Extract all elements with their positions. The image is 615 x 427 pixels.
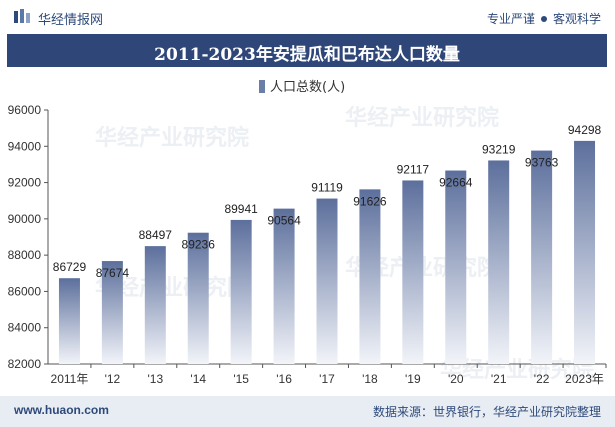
footer: www.huaon.com 数据来源：世界银行，华经产业研究院整理 [0,396,615,427]
data-label: 94298 [568,123,602,137]
y-tick-label: 90000 [8,212,42,226]
x-tick-label: '12 [105,372,121,386]
x-tick-label: '15 [233,372,249,386]
bar [445,170,467,364]
y-tick-label: 92000 [8,176,42,190]
x-tick-label: '21 [491,372,507,386]
bar [187,232,209,364]
y-tick-label: 88000 [8,248,42,262]
y-tick-label: 86000 [8,284,42,298]
y-tick-label: 82000 [8,357,42,371]
data-label: 93763 [525,156,559,170]
x-tick-label: '14 [190,372,206,386]
data-label: 93219 [482,142,516,156]
bar [230,219,252,364]
legend-swatch [259,80,265,93]
data-label: 87674 [96,266,130,280]
data-label: 92117 [397,162,430,176]
x-tick-label: '22 [534,372,550,386]
top-bar: 华经情报网 专业严谨 客观科学 [0,0,615,34]
slogan: 专业严谨 客观科学 [487,10,601,27]
bar [273,208,295,364]
data-label: 91626 [353,194,387,208]
brand-logo-icon [14,9,30,23]
x-tick-label: '13 [147,372,163,386]
brand-name: 华经情报网 [38,13,104,28]
slogan-dot-icon [540,15,547,22]
data-label: 89941 [224,202,258,216]
slogan-right: 客观科学 [552,12,601,26]
slogan-left: 专业严谨 [486,12,535,26]
bar [574,140,596,364]
data-label: 90564 [267,214,301,228]
footer-website[interactable]: www.huaon.com [14,403,109,417]
bar [144,246,166,364]
chart-legend: 人口总数(人) [259,76,345,95]
legend-label: 人口总数(人) [270,80,346,95]
bar [316,198,338,364]
x-tick-label: 2011年 [51,372,89,386]
bar [402,180,424,364]
y-tick-label: 96000 [8,103,42,117]
data-label: 88497 [139,228,173,242]
chart-title-bar: 2011-2023年安提瓜和巴布达人口数量 [7,34,607,67]
x-tick-label: '20 [448,372,464,386]
x-tick-label: '19 [405,372,421,386]
x-tick-label: 2023年 [565,372,604,386]
chart-title: 2011-2023年安提瓜和巴布达人口数量 [154,45,460,65]
data-label: 91119 [311,181,343,195]
y-tick-label: 94000 [8,139,42,153]
bar [101,261,123,364]
footer-source: 数据来源：世界银行，华经产业研究院整理 [372,405,601,419]
data-label: 86729 [53,260,87,274]
bar [359,189,381,364]
data-label: 92664 [439,176,473,190]
data-label: 89236 [182,238,216,252]
x-tick-label: '16 [276,372,292,386]
x-tick-label: '18 [362,372,378,386]
x-tick-label: '17 [319,372,335,386]
bar [488,160,510,364]
y-tick-label: 84000 [8,321,42,335]
bar [58,278,80,364]
bar [531,150,553,364]
